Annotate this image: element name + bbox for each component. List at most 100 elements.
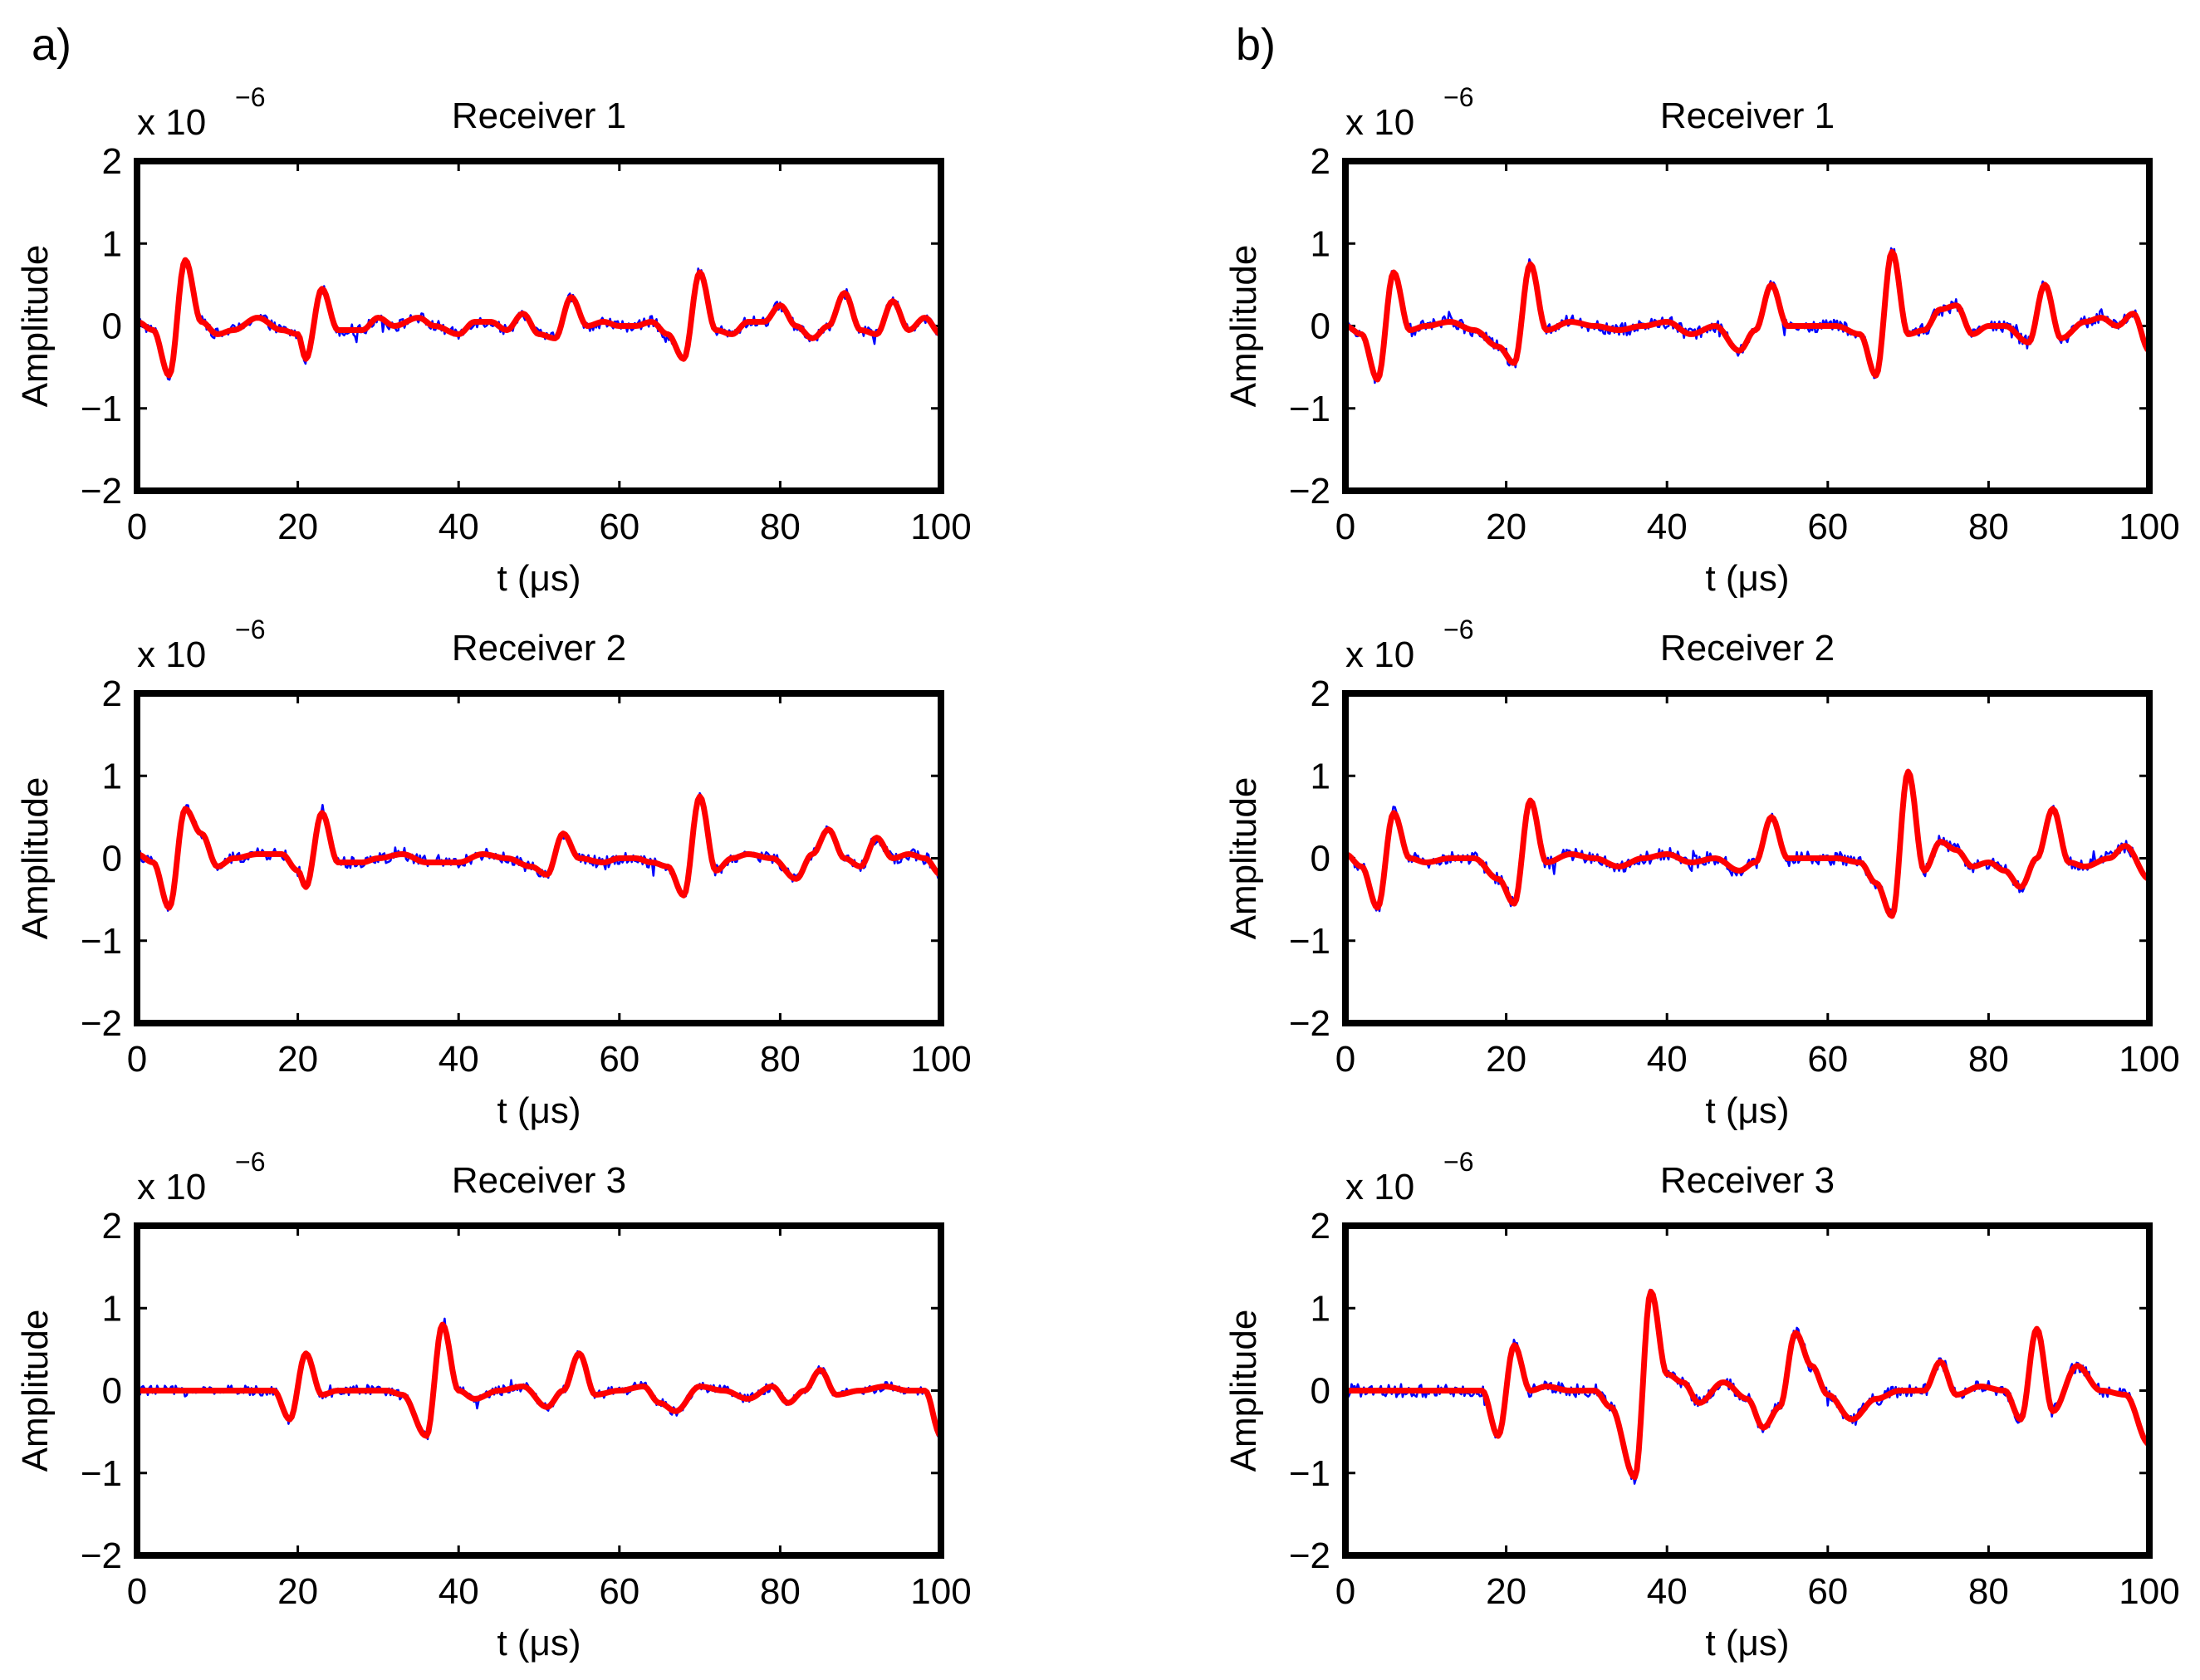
exponent-base-label: x 10 <box>137 634 206 675</box>
x-axis-label: t (μs) <box>1705 1623 1789 1663</box>
exponent-superscript: −6 <box>235 1147 265 1177</box>
y-tick-label: 1 <box>1311 223 1330 264</box>
series-line-fitted <box>1342 1288 2153 1481</box>
x-tick-label: 80 <box>1968 1039 2009 1080</box>
x-tick-label: 100 <box>910 1571 971 1612</box>
x-tick-label: 0 <box>1335 1571 1355 1612</box>
y-axis-label: Amplitude <box>1223 245 1264 408</box>
y-axis-label: Amplitude <box>15 245 56 408</box>
exponent-base-label: x 10 <box>1345 634 1414 675</box>
exponent-base-label: x 10 <box>137 1167 206 1207</box>
x-tick-label: 60 <box>599 507 639 547</box>
y-tick-label: 1 <box>102 1288 122 1329</box>
x-tick-label: 20 <box>277 507 318 547</box>
y-tick-label: 0 <box>1311 1371 1330 1412</box>
exponent-base-label: x 10 <box>1345 1167 1414 1207</box>
y-tick-label: −1 <box>81 1453 122 1494</box>
y-tick-label: −1 <box>1289 389 1330 429</box>
x-tick-label: 20 <box>277 1039 318 1080</box>
subplot-title: Receiver 2 <box>452 628 626 669</box>
axes-frame <box>1342 690 2153 1026</box>
x-axis-label: t (μs) <box>497 558 581 599</box>
axes-frame <box>134 158 944 494</box>
x-axis-label: t (μs) <box>1705 1090 1789 1131</box>
x-tick-label: 40 <box>439 507 479 547</box>
y-tick-label: 2 <box>102 1206 122 1247</box>
series-line-fitted <box>1342 248 2153 383</box>
y-tick-label: −2 <box>81 471 122 512</box>
y-tick-label: 0 <box>102 306 122 347</box>
x-tick-label: 60 <box>1807 1039 1848 1080</box>
y-tick-label: 2 <box>102 141 122 182</box>
y-axis-label: Amplitude <box>15 1310 56 1472</box>
x-tick-label: 40 <box>1647 507 1688 547</box>
x-tick-label: 80 <box>1968 1571 2009 1612</box>
panel-label-b: b) <box>1236 20 1276 70</box>
x-tick-label: 0 <box>127 507 147 547</box>
y-tick-label: 1 <box>1311 756 1330 796</box>
x-tick-label: 80 <box>760 507 801 547</box>
axes-frame <box>1342 158 2153 494</box>
x-tick-label: 20 <box>1486 507 1526 547</box>
y-tick-label: 0 <box>102 1371 122 1412</box>
x-tick-label: 100 <box>910 1039 971 1080</box>
y-tick-label: 2 <box>102 673 122 714</box>
x-tick-label: 100 <box>910 507 971 547</box>
x-tick-label: 80 <box>760 1039 801 1080</box>
x-tick-label: 100 <box>2119 1039 2179 1080</box>
y-axis-label: Amplitude <box>1223 777 1264 940</box>
x-tick-label: 60 <box>599 1039 639 1080</box>
x-tick-label: 0 <box>1335 1039 1355 1080</box>
x-tick-label: 80 <box>760 1571 801 1612</box>
x-tick-label: 80 <box>1968 507 2009 547</box>
y-tick-label: −1 <box>1289 1453 1330 1494</box>
y-tick-label: 2 <box>1311 673 1330 714</box>
exponent-superscript: −6 <box>1443 615 1473 644</box>
series-line-measured <box>136 1317 942 1441</box>
series-line-fitted <box>134 1321 944 1439</box>
x-axis-label: t (μs) <box>1705 558 1789 599</box>
x-tick-label: 100 <box>2119 1571 2179 1612</box>
x-axis-label: t (μs) <box>497 1090 581 1131</box>
x-tick-label: 60 <box>599 1571 639 1612</box>
x-tick-label: 20 <box>1486 1571 1526 1612</box>
x-tick-label: 40 <box>1647 1039 1688 1080</box>
y-axis-label: Amplitude <box>15 777 56 940</box>
y-axis-label: Amplitude <box>1223 1310 1264 1472</box>
panel-label-a: a) <box>32 20 71 70</box>
y-tick-label: −2 <box>1289 471 1330 512</box>
y-tick-label: −2 <box>1289 1003 1330 1044</box>
series-line-fitted <box>134 793 944 911</box>
exponent-superscript: −6 <box>1443 1147 1473 1177</box>
x-tick-label: 100 <box>2119 507 2179 547</box>
x-tick-label: 40 <box>1647 1571 1688 1612</box>
y-tick-label: −2 <box>81 1003 122 1044</box>
y-tick-label: 0 <box>102 839 122 879</box>
y-tick-label: −1 <box>81 921 122 962</box>
exponent-base-label: x 10 <box>1345 102 1414 143</box>
x-tick-label: 60 <box>1807 507 1848 547</box>
exponent-superscript: −6 <box>235 82 265 112</box>
x-tick-label: 20 <box>1486 1039 1526 1080</box>
y-tick-label: 2 <box>1311 141 1330 182</box>
series-line-measured <box>1345 247 2151 384</box>
y-tick-label: 1 <box>102 756 122 796</box>
x-tick-label: 40 <box>439 1571 479 1612</box>
x-axis-label: t (μs) <box>497 1623 581 1663</box>
exponent-superscript: −6 <box>1443 82 1473 112</box>
subplot-title: Receiver 3 <box>1660 1160 1835 1201</box>
x-tick-label: 40 <box>439 1039 479 1080</box>
y-tick-label: −2 <box>1289 1536 1330 1576</box>
x-tick-label: 20 <box>277 1571 318 1612</box>
x-tick-label: 0 <box>127 1039 147 1080</box>
axes-frame <box>134 690 944 1026</box>
y-tick-label: 0 <box>1311 306 1330 347</box>
y-tick-label: 0 <box>1311 839 1330 879</box>
